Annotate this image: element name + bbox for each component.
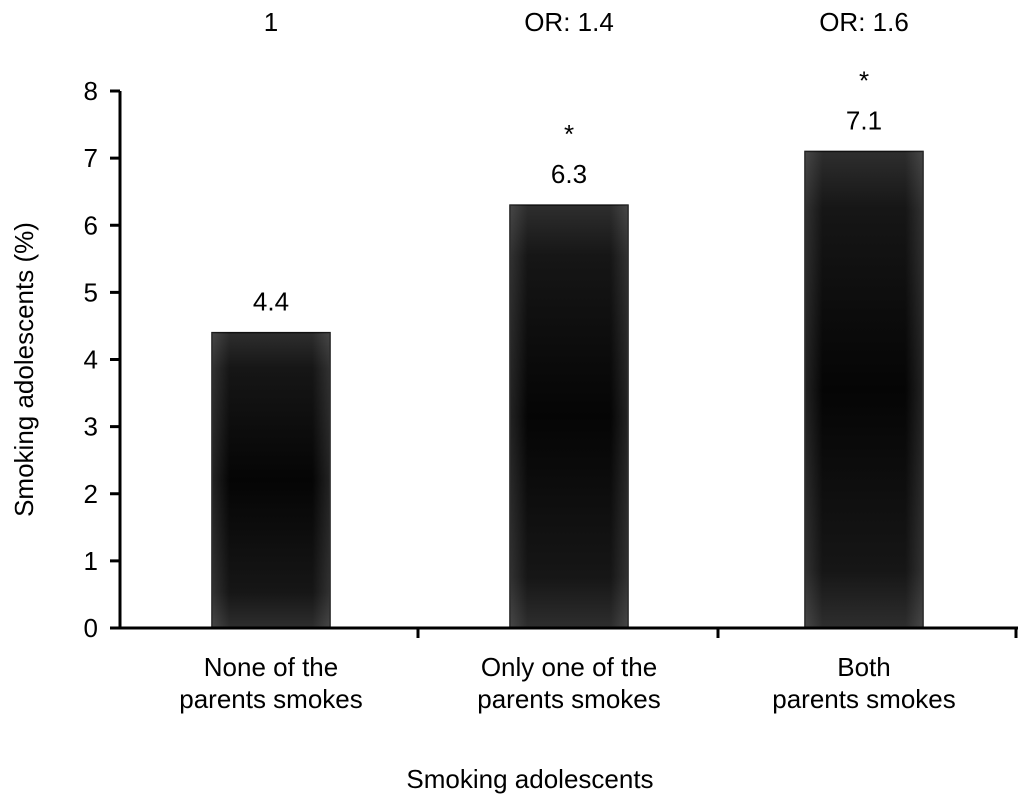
x-axis-ticks bbox=[416, 628, 1018, 638]
bar-sheen bbox=[212, 332, 330, 628]
value-label: 4.4 bbox=[253, 287, 289, 317]
y-tick-label: 1 bbox=[84, 546, 98, 576]
significance-markers: ** bbox=[564, 65, 869, 149]
bars bbox=[211, 150, 924, 629]
value-label: 6.3 bbox=[551, 159, 587, 189]
odds-ratio-label: 1 bbox=[264, 7, 278, 37]
category-labels: None of the parents smokes Only one of the… bbox=[179, 652, 956, 714]
odds-ratio-label: OR: 1.6 bbox=[819, 7, 909, 37]
y-tick-label: 3 bbox=[84, 412, 98, 442]
bar-sheen bbox=[510, 205, 628, 629]
y-tick-label: 8 bbox=[84, 76, 98, 106]
category-label: Both parents smokes bbox=[772, 652, 956, 714]
y-tick-label: 2 bbox=[84, 479, 98, 509]
significance-marker: * bbox=[859, 65, 869, 95]
y-tick-label: 7 bbox=[84, 143, 98, 173]
category-label: Only one of the parents smokes bbox=[477, 652, 661, 714]
y-axis-ticks: 0 1 2 3 4 5 6 7 8 bbox=[84, 76, 120, 643]
y-tick-label: 6 bbox=[84, 210, 98, 240]
y-tick-label: 4 bbox=[84, 345, 98, 375]
bar bbox=[509, 204, 629, 629]
bar-sheen bbox=[805, 151, 923, 628]
y-tick-label: 5 bbox=[84, 277, 98, 307]
significance-marker: * bbox=[564, 119, 574, 149]
value-label: 7.1 bbox=[846, 105, 882, 135]
x-axis-title: Smoking adolescents bbox=[406, 764, 653, 794]
category-label: None of the parents smokes bbox=[179, 652, 363, 714]
y-tick-label: 0 bbox=[84, 613, 98, 643]
y-axis-title: Smoking adolescents (%) bbox=[9, 222, 39, 517]
odds-ratio-labels: 1 OR: 1.4 OR: 1.6 bbox=[264, 7, 909, 37]
odds-ratio-label: OR: 1.4 bbox=[524, 7, 614, 37]
value-labels: 4.4 6.3 7.1 bbox=[253, 105, 882, 316]
bar bbox=[804, 150, 924, 629]
bar bbox=[211, 331, 331, 629]
